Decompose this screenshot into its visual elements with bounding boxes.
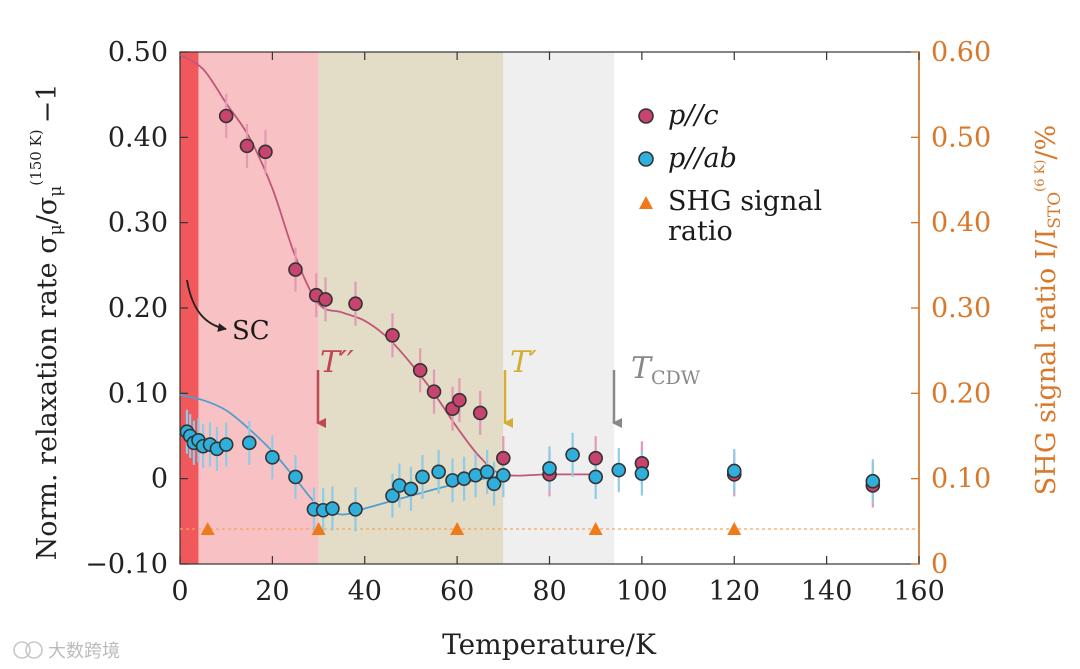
pab-point (403, 481, 419, 497)
shg-point (727, 522, 742, 536)
tcdw-label: TCDW (631, 351, 701, 389)
x-axis-title: Temperature/K (442, 628, 657, 661)
pc-fit-curve (179, 53, 596, 477)
pab-point (865, 473, 881, 489)
x-tick-label: 100 (616, 576, 668, 607)
sc-arrow (186, 279, 227, 332)
y-left-tick-label: 0.50 (108, 37, 168, 68)
x-tick-label: 160 (893, 576, 945, 607)
t2-label: T′′ (320, 345, 354, 380)
sc-label: SC (232, 316, 270, 346)
pab-point (486, 476, 502, 492)
pc-point (258, 144, 273, 160)
watermark-logo-icon (13, 641, 31, 659)
y-right-tick-label: 0.40 (931, 208, 991, 239)
legend-pab-marker (638, 151, 654, 167)
y-left-tick-label: 0 (151, 464, 168, 495)
pab-point (288, 469, 303, 485)
right-y-axis-ticks: 0 0.10 0.20 0.30 0.40 0.50 0.60 (911, 37, 991, 580)
t1-label: T′ (510, 345, 537, 380)
pc-point (496, 450, 511, 466)
legend-shg-label-1: SHG signal (668, 186, 822, 217)
pc-point (426, 384, 442, 399)
pab-point (588, 469, 603, 485)
x-tick-label: 120 (708, 576, 760, 607)
y-left-tick-label: 0.10 (108, 378, 168, 409)
pab-point (479, 464, 495, 480)
pab-point (431, 464, 446, 480)
legend-pc-label: p//c (668, 100, 719, 131)
pab-point (496, 467, 511, 483)
pc-point (218, 108, 234, 124)
pab-point (611, 462, 627, 478)
shg-point (200, 522, 215, 536)
y-right-tick-label: 0.20 (931, 378, 991, 409)
y-right-tick-label: 0.30 (931, 293, 991, 324)
left-y-axis-ticks: −0.10 0 0.10 0.20 0.30 0.40 0.50 (85, 37, 188, 580)
y-right-tick-label: 0.60 (931, 37, 991, 68)
y-left-tick-label: 0.30 (108, 208, 168, 239)
pab-point (385, 488, 400, 504)
pc-point (239, 138, 255, 154)
region-3 (503, 52, 615, 564)
legend: p//c p//ab SHG signal ratio (638, 100, 822, 247)
legend-shg-label-2: ratio (668, 216, 733, 247)
shg-point (311, 522, 326, 536)
legend-pc-marker (638, 108, 654, 124)
pab-point (565, 447, 580, 463)
pab-point (415, 469, 430, 485)
data-points (179, 108, 881, 536)
pab-point (542, 461, 557, 476)
pab-point (348, 502, 363, 517)
x-tick-label: 20 (255, 576, 289, 607)
x-tick-label: 80 (532, 576, 566, 607)
y-right-tick-label: 0.10 (931, 464, 991, 495)
watermark-text: 大数跨境 (48, 641, 120, 662)
pc-point (385, 328, 400, 343)
y-right-tick-label: 0.50 (931, 122, 991, 153)
pc-point (288, 262, 303, 277)
shg-point (450, 522, 465, 536)
shg-point (588, 522, 603, 536)
x-tick-label: 40 (348, 576, 382, 607)
region-1 (198, 52, 319, 564)
pab-point (726, 463, 742, 479)
x-tick-label: 140 (801, 576, 853, 607)
x-tick-label: 60 (440, 576, 474, 607)
pc-point (412, 362, 428, 378)
legend-shg-marker (639, 196, 653, 209)
y-left-tick-label: 0.20 (108, 293, 168, 324)
pc-point (318, 292, 333, 307)
pc-point (472, 405, 488, 421)
pab-point (634, 466, 650, 481)
x-axis-ticks: 0 20 40 60 80 100 120 140 160 (171, 52, 945, 607)
pc-point (452, 392, 467, 408)
pc-point (588, 450, 603, 466)
pab-point (218, 437, 234, 452)
y-left-tick-label: 0.40 (108, 122, 168, 153)
pab-point (325, 501, 340, 516)
left-axis-title: Norm. relaxation rate σμ/σμ(150 K)−1 (27, 84, 66, 561)
pc-point (348, 296, 363, 312)
y-left-tick-label: −0.10 (85, 549, 168, 580)
y-right-tick-label: 0 (931, 549, 948, 580)
watermark: 大数跨境 (13, 641, 120, 662)
pab-point (265, 450, 280, 465)
legend-pab-label: p//ab (668, 143, 737, 174)
x-tick-label: 0 (171, 576, 188, 607)
pab-point (241, 435, 257, 451)
right-axis-title: SHG signal ratio I/ISTO(6 K)/% (1031, 125, 1065, 495)
